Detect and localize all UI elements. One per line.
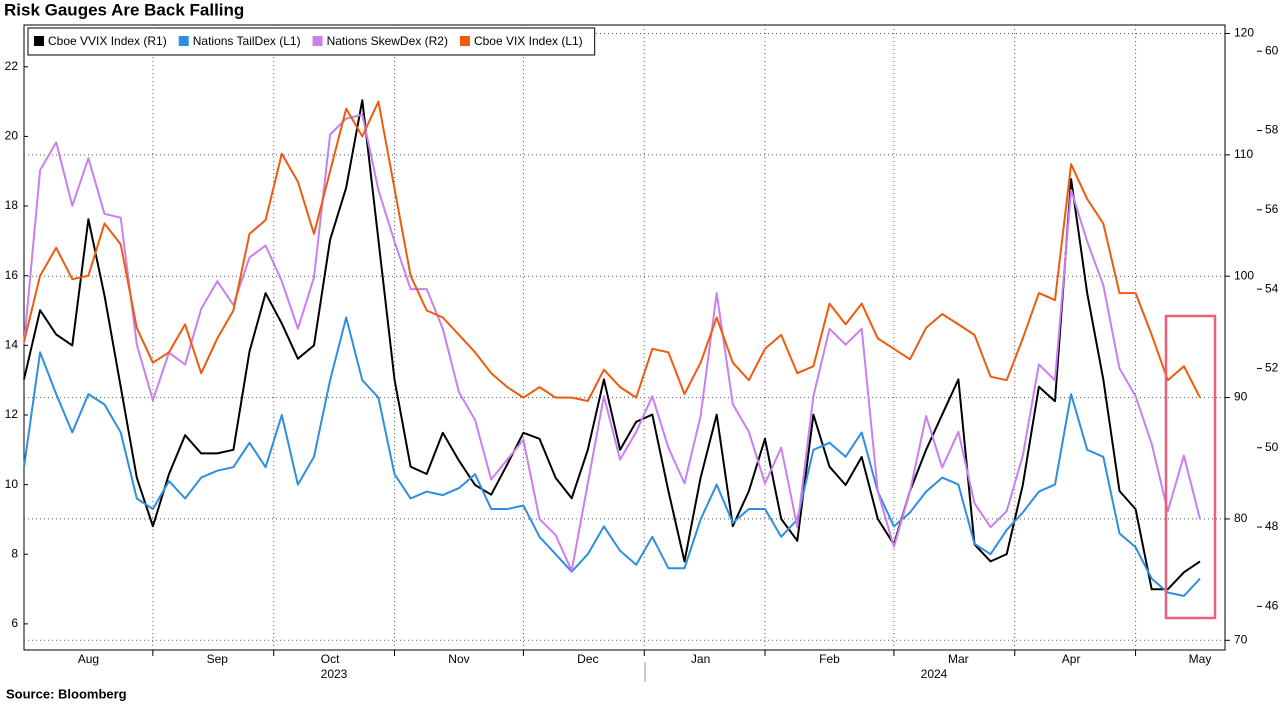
legend-swatch (178, 36, 189, 46)
series-line (23, 113, 1201, 572)
lines (23, 99, 1201, 597)
y3-tick-label: 60 (1265, 43, 1279, 57)
y-tick-label: 8 (11, 546, 18, 560)
legend-swatch (312, 36, 323, 46)
x-tick-label: Sep (207, 652, 229, 666)
y3-tick-label: 46 (1265, 599, 1279, 613)
x-tick-label: May (1189, 652, 1212, 666)
y2-tick-label: 90 (1234, 390, 1248, 404)
x-tick-label: Aug (78, 652, 99, 666)
x-tick-label: Apr (1062, 652, 1081, 666)
y-tick-label: 16 (5, 268, 19, 282)
x-tick-label: Oct (321, 652, 340, 666)
series-line (23, 99, 1201, 591)
y3-tick-label: 58 (1265, 123, 1279, 137)
legend-label: Nations SkewDex (R2) (327, 34, 448, 48)
series-line (23, 100, 1201, 402)
x-tick-label: Dec (577, 652, 598, 666)
x-tick-label: Feb (819, 652, 840, 666)
year-label: 2023 (321, 667, 348, 681)
legend-box (27, 27, 596, 56)
legend-label: Cboe VIX Index (L1) (474, 34, 583, 48)
y-tick-label: 6 (11, 616, 18, 630)
y-tick-label: 20 (5, 129, 19, 143)
y2-tick-label: 100 (1234, 268, 1254, 282)
series-line (23, 316, 1201, 597)
y3-tick-label: 52 (1265, 361, 1279, 375)
legend-swatch (459, 36, 470, 46)
source: Source: Bloomberg (6, 686, 127, 701)
chart-title: Risk Gauges Are Back Falling (4, 0, 244, 19)
y-tick-label: 10 (5, 477, 19, 491)
y3-tick-label: 48 (1265, 519, 1279, 533)
legend-swatch (34, 36, 44, 46)
highlight-box (1164, 314, 1217, 620)
y2-tick-label: 70 (1234, 632, 1248, 646)
y2-tick-label: 80 (1234, 511, 1248, 525)
x-tick-label: Nov (448, 652, 469, 666)
y3-tick-label: 56 (1265, 202, 1279, 216)
y3-tick-label: 54 (1265, 281, 1279, 295)
x-tick-label: Jan (691, 652, 710, 666)
grid (24, 25, 1225, 650)
y2-tick-label: 110 (1234, 147, 1253, 161)
y-tick-label: 14 (5, 338, 19, 352)
legend-label: Nations TailDex (L1) (193, 34, 301, 48)
year-label: 2024 (921, 667, 948, 681)
legend: Cboe VVIX Index (R1) Nations TailDex (L1)… (27, 27, 596, 56)
y2-tick-label: 120 (1234, 26, 1254, 40)
x-tick-label: Mar (948, 652, 969, 666)
legend-label: Cboe VVIX Index (R1) (48, 34, 167, 48)
y-tick-label: 18 (5, 198, 19, 212)
y-tick-label: 22 (5, 59, 19, 73)
plot-frame (23, 24, 1226, 651)
y3-tick-label: 50 (1265, 440, 1279, 454)
y-tick-label: 12 (5, 407, 19, 421)
